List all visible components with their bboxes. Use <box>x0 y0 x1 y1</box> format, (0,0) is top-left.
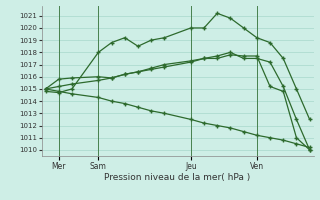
X-axis label: Pression niveau de la mer( hPa ): Pression niveau de la mer( hPa ) <box>104 173 251 182</box>
